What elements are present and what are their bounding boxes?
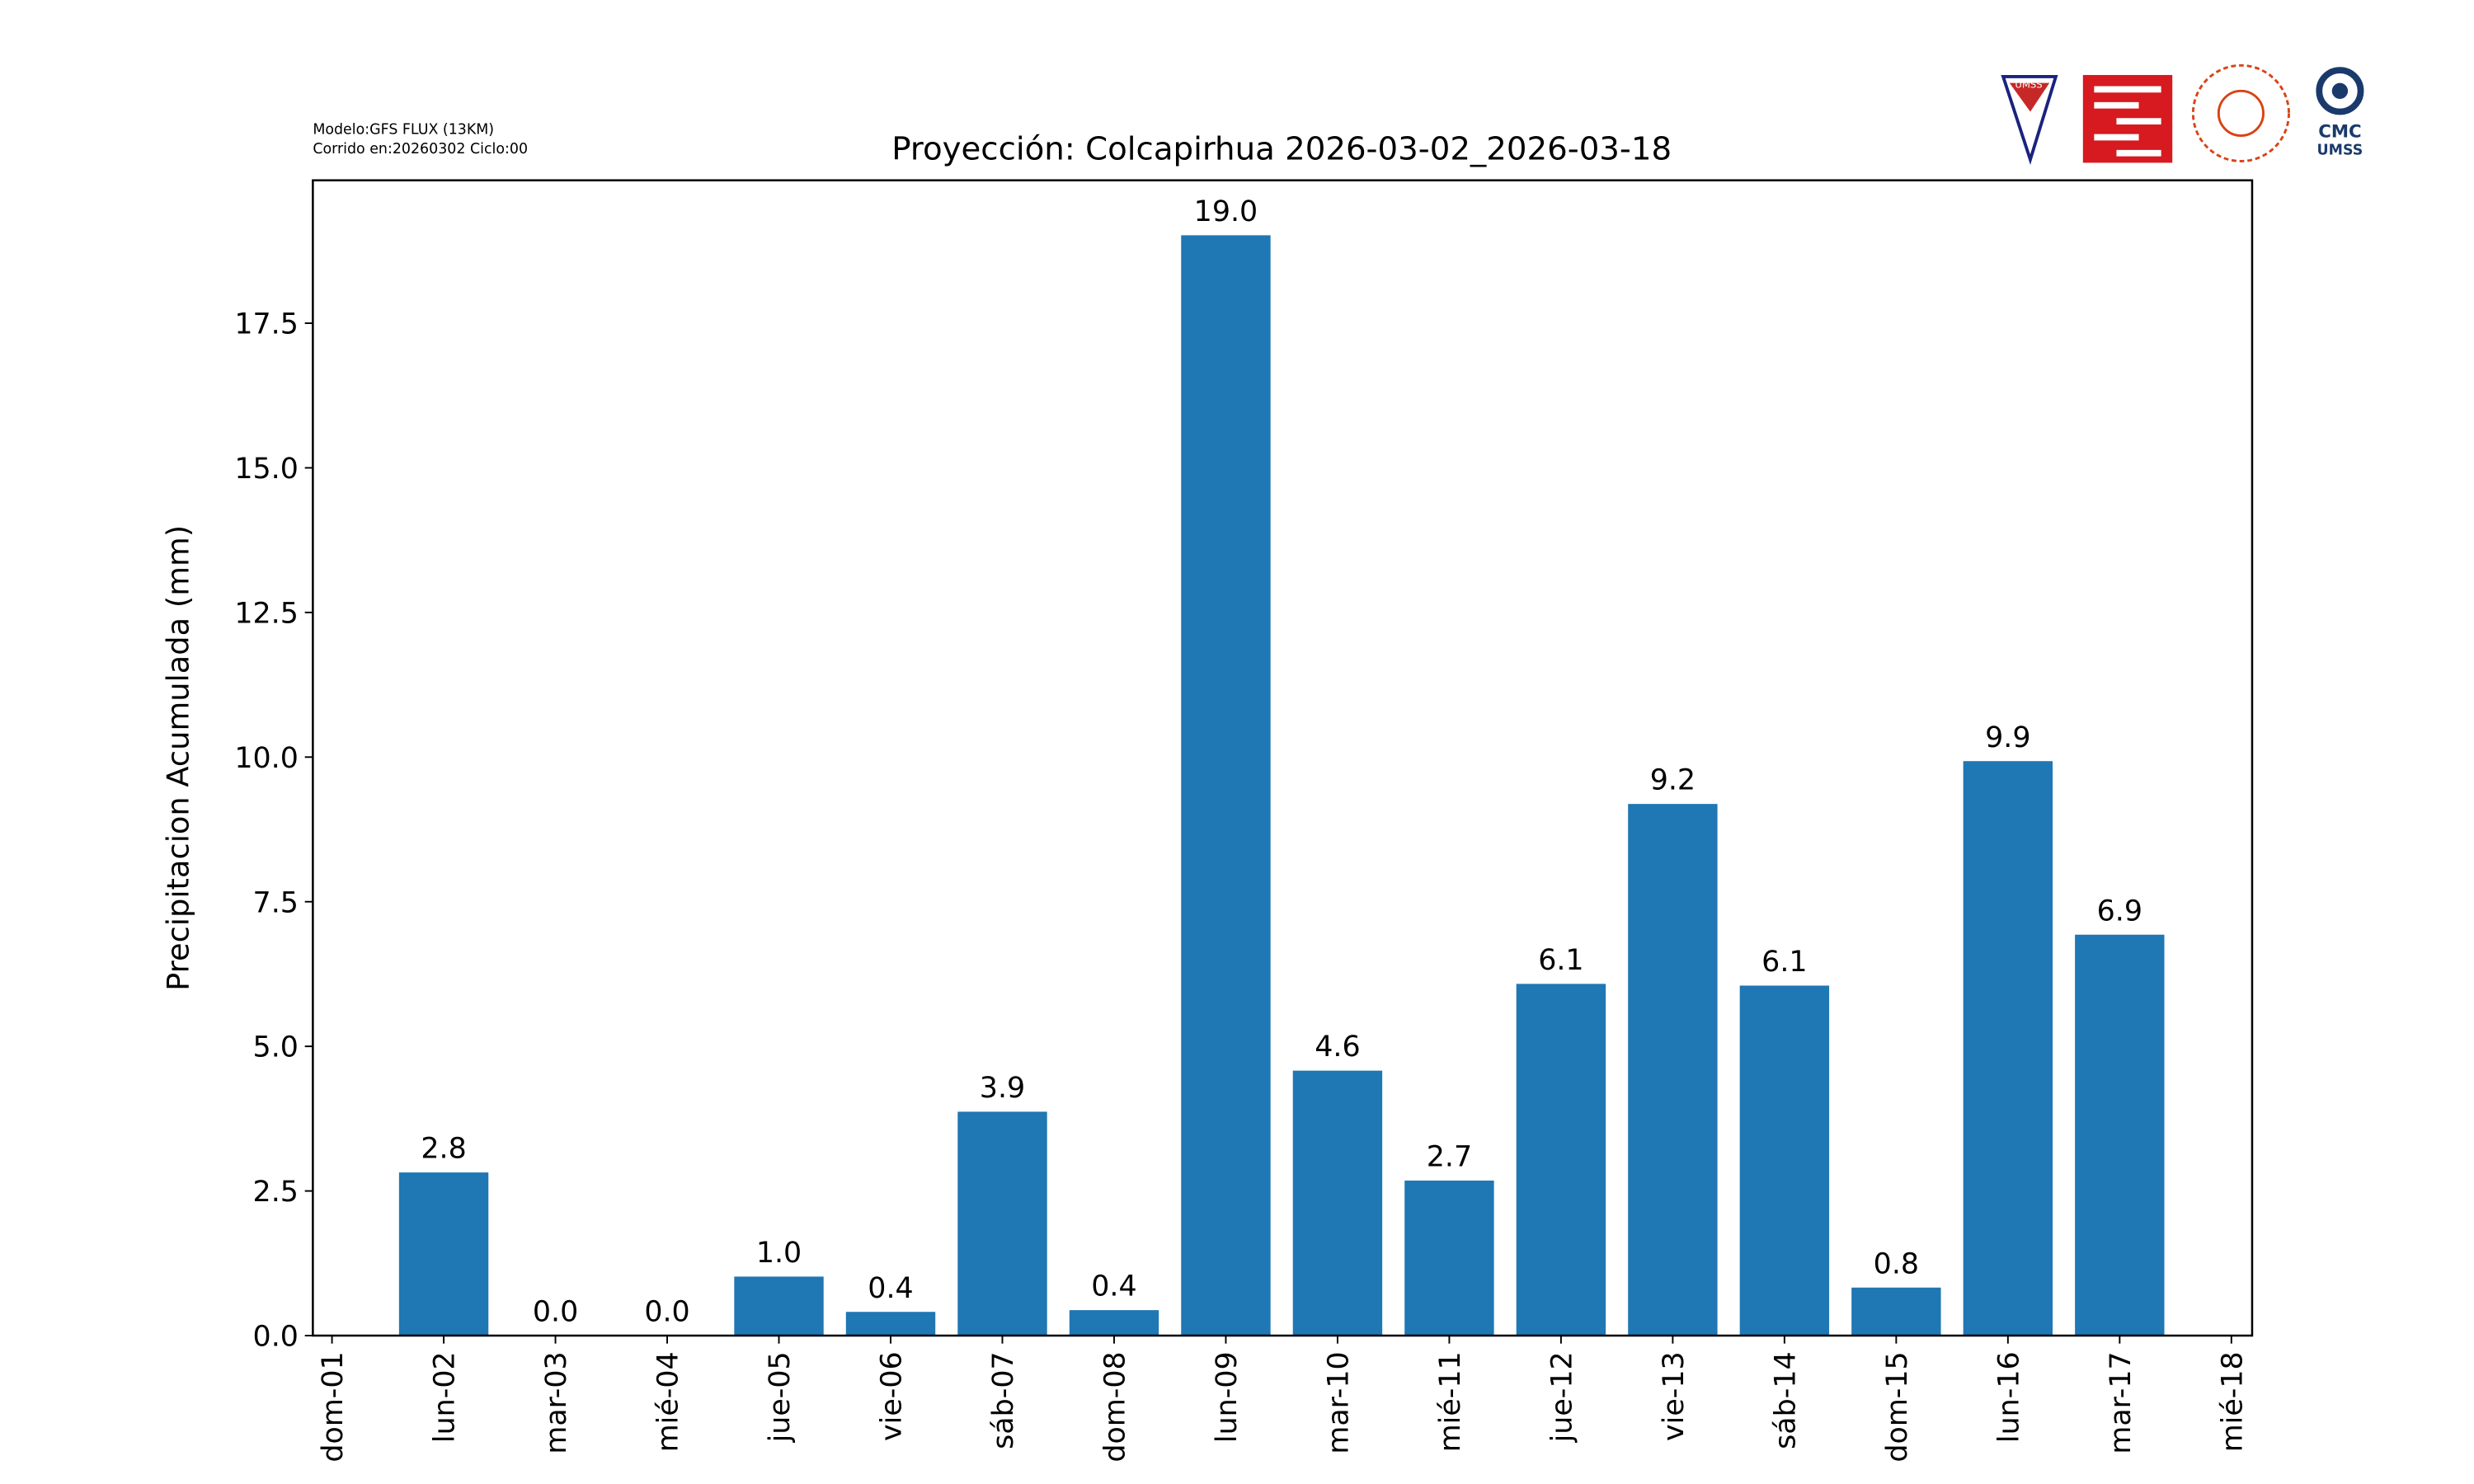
value-label: 9.2 <box>1650 764 1696 797</box>
bar <box>1628 804 1718 1336</box>
y-tick-label: 5.0 <box>253 1031 299 1064</box>
bar <box>845 1312 936 1336</box>
x-tick-label: lun-16 <box>1992 1351 2025 1443</box>
umss-logo <box>2001 74 2058 165</box>
umss-logo-flag <box>2009 82 2050 112</box>
fisica-logo <box>2191 63 2290 162</box>
x-tick-label: dom-15 <box>1881 1351 1914 1462</box>
value-label: 0.0 <box>533 1296 578 1329</box>
value-label: 0.4 <box>868 1272 913 1305</box>
y-tick-label: 17.5 <box>234 308 299 341</box>
x-tick-label: dom-08 <box>1099 1351 1132 1462</box>
cmc-logo-core <box>2331 82 2349 99</box>
value-label: 0.8 <box>1874 1247 1919 1280</box>
bar <box>398 1172 489 1336</box>
bar <box>1516 984 1606 1336</box>
bar <box>1404 1180 1494 1336</box>
y-tick-label: 15.0 <box>234 453 299 486</box>
umss-logo-text: UMSS <box>2015 78 2042 90</box>
x-tick-label: mié-18 <box>2216 1351 2249 1452</box>
x-tick-label: dom-01 <box>317 1351 350 1462</box>
x-tick-label: mar-03 <box>540 1351 573 1453</box>
y-axis-label: Precipitacion Acumulada (mm) <box>160 525 195 991</box>
bar <box>1181 235 1271 1336</box>
y-tick-label: 0.0 <box>253 1321 299 1354</box>
bar <box>1851 1287 1941 1336</box>
x-tick-label: sáb-07 <box>987 1351 1020 1449</box>
chart-title: Proyección: Colcapirhua 2026-03-02_2026-… <box>891 131 1672 168</box>
x-tick-label: lun-02 <box>429 1351 462 1443</box>
value-label: 6.1 <box>1538 944 1583 977</box>
x-tick-label: sáb-14 <box>1769 1351 1802 1449</box>
value-label: 6.1 <box>1761 946 1807 979</box>
bar <box>1963 761 2053 1336</box>
plot-frame <box>312 179 2254 1337</box>
x-tick-label: mié-11 <box>1434 1351 1467 1452</box>
y-tick-label: 2.5 <box>253 1176 299 1209</box>
x-tick-label: mar-17 <box>2105 1351 2138 1453</box>
fisica-logo-globe <box>2217 89 2265 137</box>
x-tick-label: vie-06 <box>876 1351 909 1441</box>
value-label: 0.0 <box>644 1296 689 1329</box>
y-tick-label: 12.5 <box>234 597 299 630</box>
x-tick-label: mar-10 <box>1323 1351 1356 1453</box>
value-label: 0.4 <box>1091 1270 1136 1303</box>
x-tick-label: jue-05 <box>764 1351 797 1443</box>
cmc-logo-text: CMC <box>2318 121 2361 142</box>
bar <box>1069 1310 1159 1336</box>
logos: UMSS CMC UMSS <box>2001 63 2364 165</box>
bar <box>1739 985 1830 1336</box>
bar <box>734 1276 824 1336</box>
value-label: 6.9 <box>2097 895 2142 928</box>
run-note: Corrido en:20260302 Ciclo:00 <box>313 141 528 157</box>
y-tick-label: 7.5 <box>253 886 299 919</box>
cmc-logo-subtext: UMSS <box>2317 143 2363 159</box>
value-label: 9.9 <box>1985 721 2030 754</box>
bar <box>957 1111 1047 1336</box>
value-label: 3.9 <box>980 1072 1025 1105</box>
bar <box>2075 934 2165 1336</box>
value-label: 2.8 <box>421 1133 466 1166</box>
x-tick-label: lun-09 <box>1211 1351 1244 1443</box>
y-tick-label: 10.0 <box>234 742 299 775</box>
x-tick-label: mié-04 <box>652 1351 685 1452</box>
fce-logo-lines <box>2094 86 2161 157</box>
value-label: 4.6 <box>1315 1031 1360 1064</box>
bar <box>1292 1070 1383 1336</box>
cmc-logo <box>2316 67 2364 115</box>
value-label: 19.0 <box>1194 195 1258 228</box>
x-tick-label: jue-12 <box>1545 1351 1578 1443</box>
model-note: Modelo:GFS FLUX (13KM) <box>313 122 494 139</box>
value-label: 2.7 <box>1427 1141 1472 1174</box>
value-label: 1.0 <box>756 1237 802 1270</box>
x-tick-label: vie-13 <box>1658 1351 1691 1441</box>
